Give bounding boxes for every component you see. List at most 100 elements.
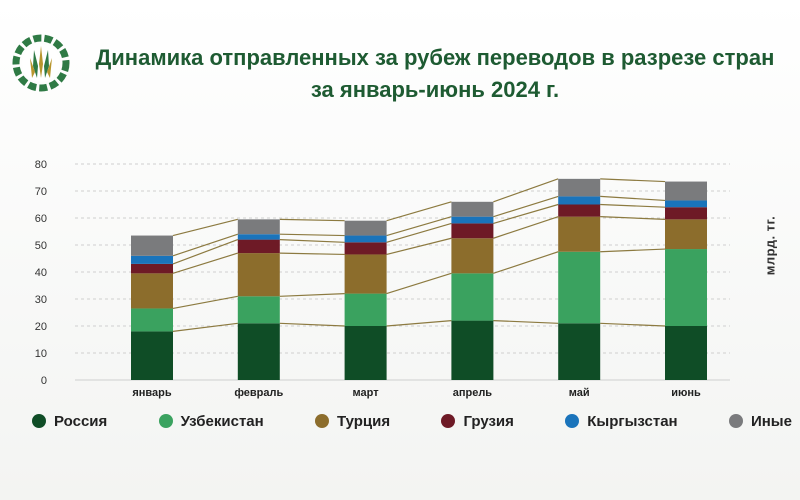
x-tick-label: июнь xyxy=(671,387,701,399)
bar-segment xyxy=(665,249,707,326)
x-tick-label: январь xyxy=(132,387,172,399)
series-connector-line xyxy=(493,251,559,274)
y-tick-label: 10 xyxy=(35,348,47,360)
legend-item: Турция xyxy=(315,413,390,430)
chart-title-line1: Динамика отправленных за рубеж переводов… xyxy=(95,45,775,70)
legend-item: Узбекистан xyxy=(158,412,264,430)
bar-segment xyxy=(131,263,173,274)
bar-segment xyxy=(558,178,601,197)
series-connector-line xyxy=(600,248,666,253)
y-tick-label: 60 xyxy=(35,213,47,225)
bar-segment xyxy=(665,219,707,250)
legend-swatch xyxy=(565,414,580,428)
legend-label: Узбекистан xyxy=(180,412,264,430)
bar-segment xyxy=(344,293,387,326)
bar-segment xyxy=(451,238,494,274)
y-tick-label: 0 xyxy=(41,375,47,387)
bar-segment xyxy=(344,254,387,294)
series-connector-line xyxy=(493,178,559,203)
bar-segment xyxy=(665,326,707,380)
series-connector-line xyxy=(493,320,559,324)
series-connector-line xyxy=(386,237,452,256)
legend-label: Кыргызстан xyxy=(587,412,678,430)
series-connector-line xyxy=(386,201,452,222)
bar-segment xyxy=(131,235,173,256)
legend-label: Иные xyxy=(750,412,792,430)
series-connector-line xyxy=(600,195,666,202)
series-connector-line xyxy=(600,216,666,220)
series-connector-line xyxy=(386,222,452,243)
y-tick-label: 80 xyxy=(35,159,47,171)
y-tick-label: 70 xyxy=(35,186,47,198)
series-connector-line xyxy=(600,203,666,208)
y-axis-label: млрд. тг. xyxy=(762,215,778,276)
bar-segment xyxy=(451,201,494,217)
series-connector-line xyxy=(493,195,559,218)
series-connector-line xyxy=(279,293,345,297)
bar-segment xyxy=(237,219,280,235)
series-connector-line xyxy=(600,322,666,327)
series-connector-line xyxy=(172,252,238,274)
series-connector-line xyxy=(172,239,239,265)
series-connector-line xyxy=(172,218,238,237)
bank-logo-icon xyxy=(12,34,70,92)
series-connector-line xyxy=(279,218,345,222)
legend-item: Иные xyxy=(728,412,792,430)
bar-segment xyxy=(451,216,494,224)
legend-item: Грузия xyxy=(441,412,514,430)
bar-segment xyxy=(344,220,387,236)
series-connector-line xyxy=(279,322,345,327)
legend-swatch xyxy=(728,414,743,428)
series-connector-line xyxy=(600,178,666,183)
series-connector-line xyxy=(493,203,559,224)
bar-segment xyxy=(451,223,494,239)
bar-segment xyxy=(558,323,601,380)
bar-segment xyxy=(237,253,280,297)
bar-segment xyxy=(451,273,494,321)
x-tick-label: март xyxy=(353,387,380,399)
bar-segment xyxy=(131,308,173,332)
x-tick-label: май xyxy=(569,387,590,399)
bar-segment xyxy=(344,326,387,380)
series-connector-line xyxy=(386,272,452,295)
chart-legend: Россия Узбекистан Турция Грузия Кыргызстан Ин… xyxy=(32,410,792,432)
bar-segment xyxy=(237,323,280,380)
legend-label: Россия xyxy=(54,412,108,430)
series-connector-line xyxy=(172,322,238,332)
bar-segment xyxy=(237,239,280,254)
series-connector-line xyxy=(493,216,559,239)
bar-segment xyxy=(344,235,387,243)
series-connector-line xyxy=(172,295,238,310)
bar-segment xyxy=(558,251,601,324)
bar-segment xyxy=(344,242,387,255)
bar-segment xyxy=(558,216,601,252)
chart-title-line2: за январь-июнь 2024 г. xyxy=(310,77,560,102)
series-connector-line xyxy=(279,252,345,256)
bar-segment xyxy=(558,204,601,217)
bar-segment xyxy=(131,273,173,309)
legend-swatch xyxy=(441,414,456,428)
bar-segment xyxy=(451,320,494,380)
bar-segment xyxy=(237,234,280,240)
x-tick-label: февраль xyxy=(234,387,283,399)
bar-segment xyxy=(131,331,173,380)
bar-segment xyxy=(131,255,173,264)
legend-label: Грузия xyxy=(463,412,514,430)
series-connector-line xyxy=(279,233,345,237)
series-connector-line xyxy=(172,233,238,257)
series-connector-line xyxy=(279,239,345,243)
bar-segment xyxy=(665,200,707,208)
y-tick-label: 40 xyxy=(35,267,47,279)
y-tick-label: 20 xyxy=(35,321,47,333)
legend-label: Турция xyxy=(337,412,391,430)
x-tick-label: апрель xyxy=(453,387,493,399)
y-tick-label: 50 xyxy=(35,240,47,252)
bar-segment xyxy=(237,296,280,324)
legend-item: Кыргызстан xyxy=(565,412,678,430)
legend-swatch xyxy=(158,414,173,428)
bar-segment xyxy=(558,196,601,205)
legend-item: Россия xyxy=(32,413,107,430)
legend-swatch xyxy=(32,414,46,428)
y-tick-label: 30 xyxy=(35,294,47,306)
